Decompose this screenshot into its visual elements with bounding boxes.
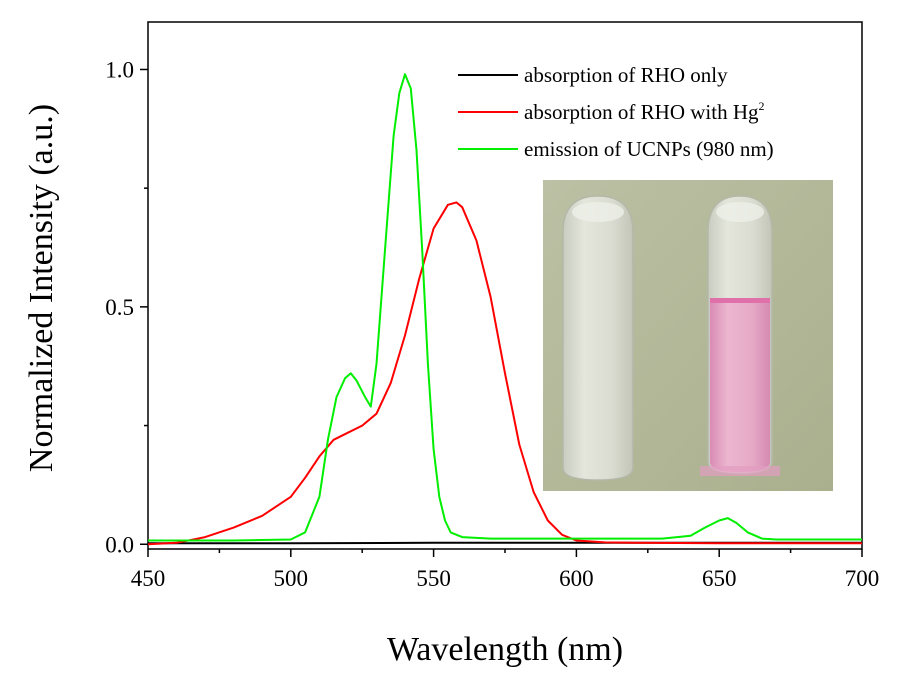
x-tick-label: 450 xyxy=(131,566,166,591)
legend-label-ucnp: emission of UCNPs (980 nm) xyxy=(524,137,774,161)
x-axis: 450 500 550 600 650 700 xyxy=(131,549,880,591)
legend-label-rho-hg-main: absorption of RHO with Hg xyxy=(524,100,759,124)
legend: absorption of RHO only absorption of RHO… xyxy=(458,63,774,161)
y-tick-label: 0.0 xyxy=(105,532,134,557)
x-tick-label: 550 xyxy=(416,566,451,591)
y-tick-label: 1.0 xyxy=(105,57,134,82)
y-axis-title: Normalized Intensity (a.u.) xyxy=(23,104,60,472)
x-tick-label: 650 xyxy=(702,566,737,591)
x-tick-label: 500 xyxy=(274,566,309,591)
x-tick-label: 600 xyxy=(559,566,594,591)
right-vial-meniscus xyxy=(710,298,770,303)
left-vial-cap-highlight xyxy=(572,202,624,222)
y-tick-label: 0.5 xyxy=(105,295,134,320)
x-axis-title: Wavelength (nm) xyxy=(387,631,623,668)
left-vial xyxy=(562,195,634,481)
series-line-2 xyxy=(148,73,862,542)
legend-label-rho-hg-superscript: 2 xyxy=(759,99,765,113)
right-vial-pink-solution xyxy=(710,300,770,472)
right-vial-base-reflection xyxy=(700,466,780,476)
inset-vial-photo xyxy=(543,180,833,491)
series-layer xyxy=(147,73,862,546)
x-tick-label: 700 xyxy=(845,566,880,591)
legend-label-rho-only: absorption of RHO only xyxy=(524,63,728,87)
right-vial-cap-highlight xyxy=(716,202,764,222)
series-line-1 xyxy=(147,201,862,546)
legend-label-rho-hg: absorption of RHO with Hg2 xyxy=(524,99,765,124)
y-axis: 0.0 0.5 1.0 xyxy=(105,57,148,557)
